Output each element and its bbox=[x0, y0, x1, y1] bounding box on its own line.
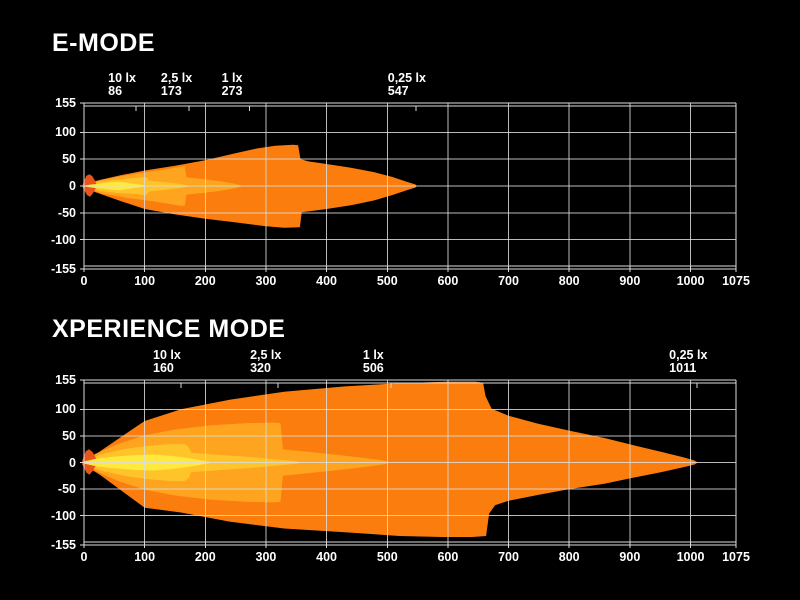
lux-marker-label: 2,5 lx 173 bbox=[161, 72, 192, 98]
x-axis-label: 1075 bbox=[722, 274, 750, 288]
x-axis-label: 0 bbox=[80, 550, 88, 564]
lux-marker-distance: 273 bbox=[221, 84, 243, 98]
beam-plot-1 bbox=[80, 379, 737, 548]
lux-marker-distance: 1011 bbox=[669, 361, 697, 375]
y-axis-label: -100 bbox=[50, 232, 76, 247]
lux-marker-level: 0,25 lx bbox=[387, 71, 426, 85]
lux-marker-label: 10 lx 86 bbox=[108, 72, 136, 98]
x-axis-label: 700 bbox=[498, 274, 519, 288]
x-axis-label: 300 bbox=[255, 550, 277, 564]
lux-marker-distance: 547 bbox=[387, 84, 409, 98]
x-axis-label: 700 bbox=[498, 550, 519, 564]
x-axis-label: 900 bbox=[619, 274, 641, 288]
x-axis-label: 200 bbox=[194, 274, 216, 288]
x-axis-label: 200 bbox=[194, 550, 216, 564]
lux-marker-label: 0,25 lx 547 bbox=[388, 72, 426, 98]
x-axis-label: 1000 bbox=[676, 550, 705, 564]
lux-marker-level: 0,25 lx bbox=[669, 348, 708, 362]
y-axis-label: 155 bbox=[55, 373, 76, 387]
y-axis-label: -50 bbox=[57, 205, 76, 220]
lux-marker-level: 1 lx bbox=[362, 348, 384, 362]
y-axis-label: 0 bbox=[69, 455, 76, 470]
y-axis-label: 0 bbox=[69, 179, 76, 193]
x-axis-label: 900 bbox=[619, 550, 641, 564]
x-axis-label: 800 bbox=[558, 274, 580, 288]
lux-marker-distance: 86 bbox=[108, 84, 123, 98]
lux-marker-level: 10 lx bbox=[153, 348, 181, 362]
y-axis-label: 155 bbox=[55, 96, 76, 110]
lux-marker-label: 0,25 lx 1011 bbox=[669, 349, 707, 375]
x-axis-label: 500 bbox=[376, 550, 398, 564]
lux-marker-level: 1 lx bbox=[221, 71, 243, 85]
x-axis-label: 100 bbox=[134, 274, 156, 288]
beam-plot-0 bbox=[80, 102, 737, 272]
lux-marker-label: 1 lx 273 bbox=[222, 72, 243, 98]
lux-marker-distance: 173 bbox=[160, 84, 182, 98]
y-axis-label: -50 bbox=[57, 482, 76, 497]
lux-marker-level: 2,5 lx bbox=[160, 71, 193, 85]
x-axis-label: 1075 bbox=[722, 550, 750, 564]
x-axis-label: 400 bbox=[316, 274, 338, 288]
lux-marker-distance: 320 bbox=[250, 361, 271, 375]
lux-marker-label: 1 lx 506 bbox=[363, 349, 384, 375]
lux-marker-label: 10 lx 160 bbox=[153, 349, 181, 375]
y-axis-label: 50 bbox=[62, 152, 76, 167]
lux-marker-distance: 160 bbox=[153, 361, 174, 375]
lux-marker-label: 2,5 lx 320 bbox=[250, 349, 281, 375]
lux-marker-level: 10 lx bbox=[108, 71, 136, 85]
y-axis-label: -155 bbox=[50, 538, 76, 552]
x-axis-label: 100 bbox=[134, 550, 156, 564]
x-axis-label: 600 bbox=[437, 274, 459, 288]
y-axis-label: -100 bbox=[50, 508, 76, 523]
x-axis-label: 600 bbox=[437, 550, 459, 564]
x-axis-label: 800 bbox=[558, 550, 580, 564]
x-axis-label: 1000 bbox=[676, 274, 705, 288]
chart-title-xperience-mode: XPERIENCE MODE bbox=[52, 315, 286, 343]
x-axis-label: 0 bbox=[80, 274, 88, 288]
y-axis-label: 100 bbox=[55, 125, 76, 140]
x-axis-label: 500 bbox=[376, 274, 398, 288]
chart-title-e-mode: E-MODE bbox=[52, 29, 155, 57]
y-axis-label: 50 bbox=[62, 428, 76, 443]
x-axis-label: 300 bbox=[255, 274, 277, 288]
y-axis-label: -155 bbox=[50, 262, 76, 276]
x-axis-label: 400 bbox=[316, 550, 338, 564]
lux-marker-level: 2,5 lx bbox=[250, 348, 282, 362]
y-axis-label: 100 bbox=[55, 402, 76, 417]
lux-marker-distance: 506 bbox=[362, 361, 384, 375]
